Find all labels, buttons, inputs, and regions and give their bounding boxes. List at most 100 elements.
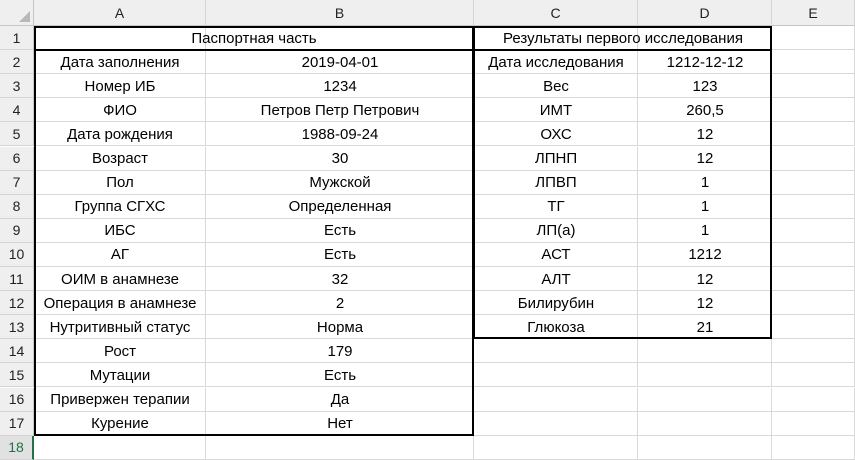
study-header-divider bbox=[474, 49, 772, 52]
passport-value: 30 bbox=[331, 150, 349, 168]
cell-c15[interactable] bbox=[474, 363, 638, 388]
row-header-17[interactable]: 17 bbox=[0, 411, 34, 436]
cell-c9[interactable] bbox=[474, 218, 638, 243]
passport-value: 2019-04-01 bbox=[301, 53, 379, 71]
row-header-3[interactable]: 3 bbox=[0, 74, 34, 99]
cell-a8[interactable] bbox=[34, 194, 206, 219]
passport-value: 1234 bbox=[323, 77, 357, 95]
study-label: ИМТ bbox=[539, 101, 573, 119]
cell-c16[interactable] bbox=[474, 387, 638, 412]
cell-c5[interactable] bbox=[474, 122, 638, 147]
cell-e13[interactable] bbox=[772, 315, 855, 340]
cell-a2[interactable] bbox=[34, 50, 206, 75]
cell-e7[interactable] bbox=[772, 170, 855, 195]
cell-a4[interactable] bbox=[34, 98, 206, 123]
study-value: 1 bbox=[700, 174, 710, 192]
cell-c4[interactable] bbox=[474, 98, 638, 123]
column-header-e[interactable]: E bbox=[772, 0, 855, 26]
row-header-13[interactable]: 13 bbox=[0, 315, 34, 340]
row-header-11[interactable]: 11 bbox=[0, 267, 34, 292]
passport-label: Дата заполнения bbox=[60, 53, 180, 71]
study-label: ТГ bbox=[547, 198, 565, 216]
cell-c14[interactable] bbox=[474, 339, 638, 364]
cell-d14[interactable] bbox=[638, 339, 772, 364]
cell-c7[interactable] bbox=[474, 170, 638, 195]
cell-a10[interactable] bbox=[34, 242, 206, 267]
cell-a16[interactable] bbox=[34, 387, 206, 412]
cell-a12[interactable] bbox=[34, 291, 206, 316]
cell-c11[interactable] bbox=[474, 267, 638, 292]
row-header-12[interactable]: 12 bbox=[0, 291, 34, 316]
cell-d18[interactable] bbox=[638, 435, 772, 460]
column-header-b[interactable]: B bbox=[206, 0, 474, 26]
passport-label: Возраст bbox=[91, 150, 149, 168]
cell-c10[interactable] bbox=[474, 242, 638, 267]
study-label: ОХС bbox=[540, 125, 572, 143]
cell-e6[interactable] bbox=[772, 146, 855, 171]
cell-e11[interactable] bbox=[772, 267, 855, 292]
cell-c8[interactable] bbox=[474, 194, 638, 219]
cell-e2[interactable] bbox=[772, 50, 855, 75]
cell-e14[interactable] bbox=[772, 339, 855, 364]
cell-e16[interactable] bbox=[772, 387, 855, 412]
row-header-9[interactable]: 9 bbox=[0, 218, 34, 243]
cell-a6[interactable] bbox=[34, 146, 206, 171]
cell-c12[interactable] bbox=[474, 291, 638, 316]
row-header-15[interactable]: 15 bbox=[0, 363, 34, 388]
study-label: ЛПНП bbox=[534, 150, 578, 168]
cell-e8[interactable] bbox=[772, 194, 855, 219]
cell-e12[interactable] bbox=[772, 291, 855, 316]
cell-a7[interactable] bbox=[34, 170, 206, 195]
row-header-2[interactable]: 2 bbox=[0, 50, 34, 75]
row-header-4[interactable]: 4 bbox=[0, 98, 34, 123]
cell-e10[interactable] bbox=[772, 242, 855, 267]
cell-b18[interactable] bbox=[206, 435, 474, 460]
cell-a18[interactable] bbox=[34, 435, 206, 460]
row-header-1[interactable]: 1 bbox=[0, 26, 34, 51]
column-header-c[interactable]: C bbox=[474, 0, 638, 26]
cell-e9[interactable] bbox=[772, 218, 855, 243]
cell-e15[interactable] bbox=[772, 363, 855, 388]
cell-c17[interactable] bbox=[474, 411, 638, 436]
study-value: 12 bbox=[696, 150, 714, 168]
cell-e4[interactable] bbox=[772, 98, 855, 123]
passport-value: Есть bbox=[323, 222, 357, 240]
select-all-corner[interactable] bbox=[0, 0, 34, 26]
passport-value: 2 bbox=[335, 294, 345, 312]
cell-c3[interactable] bbox=[474, 74, 638, 99]
cell-a14[interactable] bbox=[34, 339, 206, 364]
row-header-5[interactable]: 5 bbox=[0, 122, 34, 147]
column-header-a[interactable]: A bbox=[34, 0, 206, 26]
cell-c18[interactable] bbox=[474, 435, 638, 460]
cell-c2[interactable] bbox=[474, 50, 638, 75]
passport-label: Мутации bbox=[89, 366, 151, 384]
cell-a11[interactable] bbox=[34, 267, 206, 292]
row-header-6[interactable]: 6 bbox=[0, 146, 34, 171]
cell-d16[interactable] bbox=[638, 387, 772, 412]
cell-a9[interactable] bbox=[34, 218, 206, 243]
cell-a3[interactable] bbox=[34, 74, 206, 99]
cell-e1[interactable] bbox=[772, 26, 855, 51]
cell-d15[interactable] bbox=[638, 363, 772, 388]
row-header-16[interactable]: 16 bbox=[0, 387, 34, 412]
row-header-7[interactable]: 7 bbox=[0, 170, 34, 195]
cell-e5[interactable] bbox=[772, 122, 855, 147]
row-header-18[interactable]: 18 bbox=[0, 435, 34, 460]
study-value: 260,5 bbox=[686, 101, 724, 119]
cell-e3[interactable] bbox=[772, 74, 855, 99]
cell-a5[interactable] bbox=[34, 122, 206, 147]
row-header-14[interactable]: 14 bbox=[0, 339, 34, 364]
study-value: 123 bbox=[692, 77, 718, 95]
cell-a15[interactable] bbox=[34, 363, 206, 388]
column-header-d[interactable]: D bbox=[638, 0, 772, 26]
cell-e18[interactable] bbox=[772, 435, 855, 460]
row-header-10[interactable]: 10 bbox=[0, 242, 34, 267]
cell-d17[interactable] bbox=[638, 411, 772, 436]
study-title: Результаты первого исследования bbox=[503, 29, 743, 47]
cell-a13[interactable] bbox=[34, 315, 206, 340]
row-header-8[interactable]: 8 bbox=[0, 194, 34, 219]
cell-e17[interactable] bbox=[772, 411, 855, 436]
cell-c6[interactable] bbox=[474, 146, 638, 171]
study-label: ЛПВП bbox=[535, 174, 577, 192]
